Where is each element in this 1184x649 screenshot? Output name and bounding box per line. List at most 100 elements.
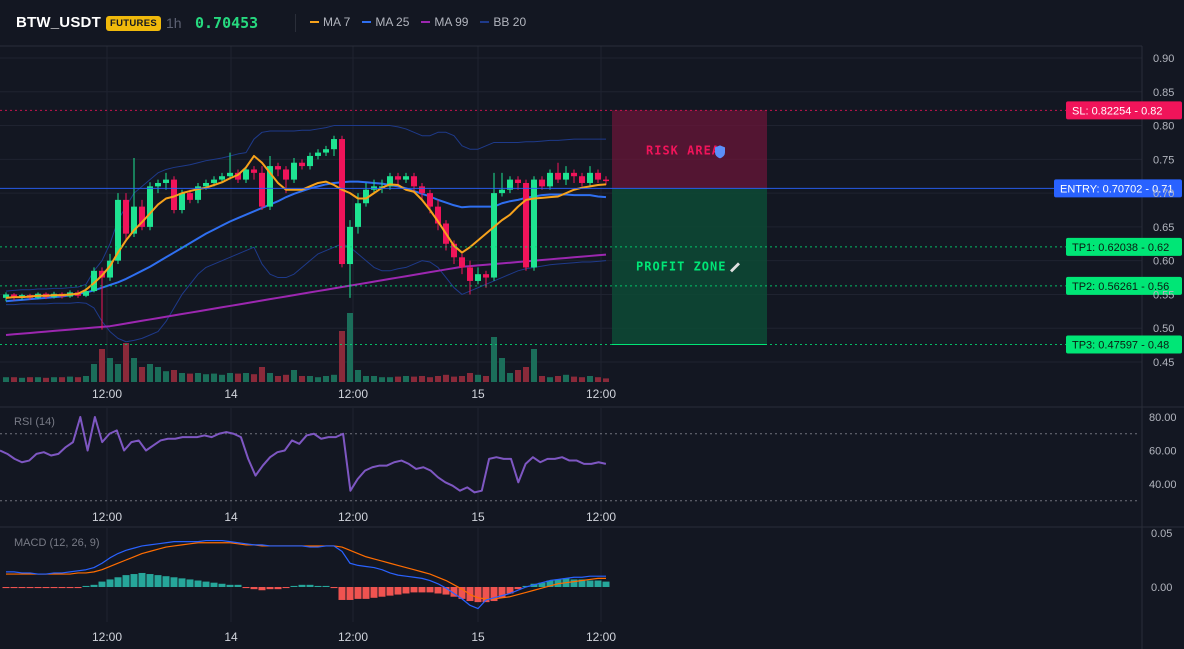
profit-zone-label: PROFIT ZONE xyxy=(636,259,726,273)
candle-body xyxy=(259,172,265,207)
macd-hist-bar xyxy=(290,585,298,587)
legend-bb20-label: BB 20 xyxy=(493,15,527,29)
macd-hist-bar xyxy=(450,587,458,597)
macd-time-tick-label: 12:00 xyxy=(92,630,122,644)
risk-area-zone xyxy=(612,110,767,189)
macd-hist-bar xyxy=(410,587,418,593)
legend-ma99-label: MA 99 xyxy=(434,15,469,29)
candle-body xyxy=(459,257,465,268)
macd-hist-bar xyxy=(194,580,202,587)
candle-body xyxy=(507,179,513,190)
timeframe-label[interactable]: 1h xyxy=(166,15,182,31)
candle-body xyxy=(483,274,489,278)
legend-ma25-label: MA 25 xyxy=(375,15,410,29)
candle-body xyxy=(11,294,17,298)
legend-ma7[interactable]: MA 7 xyxy=(310,15,350,29)
symbol-label[interactable]: BTW_USDT xyxy=(16,14,101,31)
macd-hist-bar xyxy=(122,575,130,587)
volume-bar xyxy=(595,377,601,382)
volume-bar xyxy=(283,374,289,382)
volume-bar xyxy=(291,370,297,382)
macd-hist-bar xyxy=(178,578,186,587)
volume-bar xyxy=(355,370,361,382)
rsi-time-tick-label: 12:00 xyxy=(92,510,122,524)
price-tick-label: 0.90 xyxy=(1153,53,1174,65)
candle-body xyxy=(387,176,393,187)
volume-bar xyxy=(451,376,457,382)
candle-body xyxy=(299,162,305,167)
volume-bar xyxy=(91,364,97,382)
candle-body xyxy=(155,182,161,187)
rsi-time-tick-label: 12:00 xyxy=(338,510,368,524)
volume-bar xyxy=(435,376,441,382)
candle-body xyxy=(435,206,441,224)
volume-bar xyxy=(75,377,81,382)
volume-bar xyxy=(187,373,193,382)
volume-bar xyxy=(83,376,89,382)
macd-hist-bar xyxy=(2,587,10,589)
macd-hist-bar xyxy=(354,587,362,599)
macd-hist-bar xyxy=(402,587,410,594)
bb20-swatch xyxy=(480,21,490,23)
macd-hist-bar xyxy=(506,587,514,594)
macd-hist-bar xyxy=(18,587,26,589)
volume-bar xyxy=(499,358,505,382)
rsi-tick-label: 40.00 xyxy=(1149,479,1177,491)
volume-bar xyxy=(371,376,377,382)
macd-hist-bar xyxy=(378,587,386,597)
macd-line xyxy=(6,539,606,610)
candle-body xyxy=(427,193,433,207)
candle-body xyxy=(131,206,137,234)
volume-bar xyxy=(547,377,553,382)
profit-zone xyxy=(612,188,767,345)
legend-bb20[interactable]: BB 20 xyxy=(480,15,526,29)
rocket-icon xyxy=(730,262,740,273)
volume-bar xyxy=(243,373,249,382)
volume-bar xyxy=(3,377,9,382)
rsi-tick-label: 80.00 xyxy=(1149,412,1177,424)
candles xyxy=(3,135,609,330)
candle-body xyxy=(491,193,497,278)
volume-bar xyxy=(115,364,121,382)
volume-bar xyxy=(163,371,169,382)
macd-hist-bar xyxy=(210,582,218,587)
volume-bar xyxy=(523,367,529,382)
volume-bar xyxy=(195,373,201,382)
macd-hist-bar xyxy=(338,587,346,600)
candle-body xyxy=(291,162,297,180)
tp3-level-tag-label: TP3: 0.47597 - 0.48 xyxy=(1072,339,1169,351)
rsi-time-tick-label: 15 xyxy=(471,510,485,524)
price-tick-label: 0.50 xyxy=(1153,323,1174,335)
macd-hist-bar xyxy=(434,587,442,594)
volume-bar xyxy=(339,331,345,382)
candle-body xyxy=(91,270,97,292)
macd-tick-label: 0.05 xyxy=(1151,528,1172,540)
candle-body xyxy=(307,155,313,167)
volume-bar xyxy=(35,377,41,382)
price-tick-label: 0.45 xyxy=(1153,357,1174,369)
price-tick-label: 0.60 xyxy=(1153,256,1174,268)
candle-body xyxy=(475,274,481,281)
rsi-line xyxy=(0,416,607,494)
time-tick-label: 12:00 xyxy=(338,387,368,401)
volume-bar xyxy=(403,376,409,382)
candle-body xyxy=(115,199,121,261)
macd-hist-bar xyxy=(442,587,450,595)
volume-bar xyxy=(155,367,161,382)
macd-hist-bar xyxy=(418,587,426,593)
time-tick-label: 15 xyxy=(471,387,485,401)
volume-bar xyxy=(43,377,49,382)
time-tick-label: 12:00 xyxy=(92,387,122,401)
legend-ma25[interactable]: MA 25 xyxy=(362,15,409,29)
volume-bar xyxy=(443,374,449,382)
candle-body xyxy=(331,139,337,150)
sl-level-tag-label: SL: 0.82254 - 0.82 xyxy=(1072,105,1163,117)
tp3-level-tag xyxy=(1066,335,1182,354)
macd-hist-bar xyxy=(82,585,90,587)
candle-body xyxy=(339,139,345,265)
macd-time-tick-label: 14 xyxy=(224,630,238,644)
legend-ma99[interactable]: MA 99 xyxy=(421,15,468,29)
volume-bar xyxy=(363,376,369,382)
macd-time-tick-label: 12:00 xyxy=(338,630,368,644)
